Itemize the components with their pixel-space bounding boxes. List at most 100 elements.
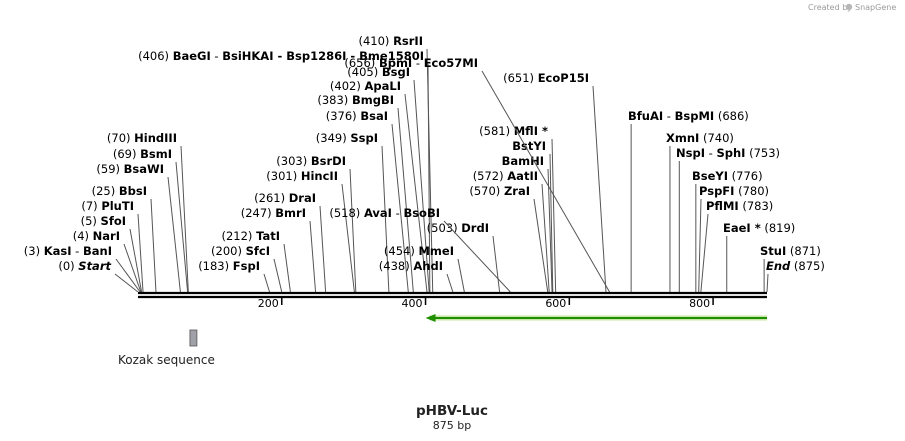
site-pspfi[interactable]: PspFI (780) xyxy=(698,184,769,293)
site-avai[interactable]: (518) AvaI - BsoBI xyxy=(329,206,511,293)
site-baegi[interactable]: (406) BaeGI - BsiHKAI - Bsp1286I - Bme15… xyxy=(138,49,431,293)
site-stem xyxy=(114,273,139,293)
site-stem xyxy=(404,93,428,293)
cds-arrow-feature[interactable] xyxy=(425,314,767,322)
site-hincii[interactable]: (301) HincII xyxy=(266,169,355,293)
site-aatii[interactable]: (572) AatII xyxy=(473,169,550,293)
site-mfli[interactable]: (581) MflI * xyxy=(479,124,557,293)
site-zrai[interactable]: (570) ZraI xyxy=(469,184,549,293)
site-bbsi[interactable]: (25) BbsI xyxy=(92,184,157,293)
axis-tick-label: 200 xyxy=(258,297,279,310)
site-stem xyxy=(397,107,414,293)
site-tati[interactable]: (212) TatI xyxy=(222,229,291,293)
site-stem xyxy=(698,198,702,293)
cds-arrow-head xyxy=(425,314,436,322)
site-ecop15i[interactable]: (651) EcoP15I xyxy=(503,71,607,293)
axis-tick-label: 400 xyxy=(402,297,423,310)
site-end[interactable]: End (875) xyxy=(766,259,825,293)
site-nspi[interactable]: NspI - SphI (753) xyxy=(676,146,780,292)
site-bmgbi[interactable]: (383) BmgBI xyxy=(317,93,414,293)
site-bseyi[interactable]: BseYI (776) xyxy=(692,169,763,292)
site-nari[interactable]: (4) NarI xyxy=(73,229,142,293)
site-label: (183) FspI xyxy=(198,259,260,273)
site-stem xyxy=(137,213,144,293)
site-stem xyxy=(167,176,181,293)
snapgene-watermark: Created by SnapGene xyxy=(808,3,896,12)
site-stem xyxy=(549,153,554,293)
restriction-sites: (0) Start(3) KasI - BanI(4) NarI(5) SfoI… xyxy=(24,34,825,293)
site-bsrdi[interactable]: (303) BsrDI xyxy=(276,154,357,293)
site-label: (212) TatI xyxy=(222,229,281,243)
site-label: (200) SfcI xyxy=(211,244,270,258)
site-label: PspFI (780) xyxy=(699,184,769,198)
site-stem xyxy=(115,258,141,293)
site-label: (383) BmgBI xyxy=(317,93,394,107)
snapgene-logo-icon xyxy=(845,3,853,11)
site-label: BfuAI - BspMI (686) xyxy=(628,109,749,123)
site-drdi[interactable]: (503) DrdI xyxy=(427,221,501,293)
site-sspi[interactable]: (349) SspI xyxy=(316,131,390,293)
site-apali[interactable]: (402) ApaLI xyxy=(330,79,428,293)
site-stem xyxy=(341,183,355,293)
site-stem xyxy=(263,273,271,293)
axis-tick-label: 800 xyxy=(689,297,710,310)
site-label: (402) ApaLI xyxy=(330,79,401,93)
site-bsawi[interactable]: (59) BsaWI xyxy=(96,162,181,293)
site-bsgi[interactable]: (405) BsgI xyxy=(347,65,430,293)
site-bmri[interactable]: (247) BmrI xyxy=(241,206,317,293)
site-label: (59) BsaWI xyxy=(96,162,164,176)
site-label: (438) AhdI xyxy=(379,259,443,273)
site-stem xyxy=(533,198,549,293)
brand-text: SnapGene xyxy=(855,3,896,12)
site-pflmi[interactable]: PflMI (783) xyxy=(700,199,773,293)
site-hindiii[interactable]: (70) HindIII xyxy=(107,131,189,293)
site-label: XmnI (740) xyxy=(666,131,734,145)
kozak-sequence-label: Kozak sequence xyxy=(118,353,215,367)
site-bamhi[interactable]: BamHI xyxy=(502,154,553,293)
site-label: NspI - SphI (753) xyxy=(676,146,780,160)
kozak-sequence-feature[interactable] xyxy=(189,329,198,347)
site-stem xyxy=(547,168,553,293)
site-label: (5) SfoI xyxy=(81,214,126,228)
axis-tick-label: 600 xyxy=(545,297,566,310)
site-stem xyxy=(319,205,327,293)
site-start[interactable]: (0) Start xyxy=(58,259,139,293)
site-drai[interactable]: (261) DraI xyxy=(254,191,327,293)
site-stem xyxy=(541,183,550,293)
site-label: EaeI * (819) xyxy=(723,221,795,235)
site-label: (4) NarI xyxy=(73,229,120,243)
site-stem xyxy=(551,138,557,293)
features: Kozak sequence xyxy=(118,314,767,367)
site-xmni[interactable]: XmnI (740) xyxy=(666,131,734,292)
site-stem xyxy=(129,228,143,293)
site-bfuai[interactable]: BfuAI - BspMI (686) xyxy=(628,109,749,292)
site-rsrii[interactable]: (410) RsrII xyxy=(358,34,434,293)
site-label: (247) BmrI xyxy=(241,206,306,220)
site-stui[interactable]: StuI (871) xyxy=(760,244,821,292)
site-stem xyxy=(492,235,501,293)
site-label: (261) DraI xyxy=(254,191,316,205)
credit-text: Created by xyxy=(808,3,852,12)
site-label: (406) BaeGI - BsiHKAI - Bsp1286I - Bme15… xyxy=(138,49,424,63)
site-ahdi[interactable]: (438) AhdI xyxy=(379,259,454,293)
site-bstyi[interactable]: BstYI xyxy=(512,139,554,293)
site-label: (301) HincII xyxy=(266,169,338,183)
site-bsai[interactable]: (376) BsaI xyxy=(326,109,409,293)
position-axis: 200 400 600 800 xyxy=(258,297,714,310)
site-label: (0) Start xyxy=(58,259,111,273)
site-fspi[interactable]: (183) FspI xyxy=(198,259,271,293)
site-label: (656) BpmI - Eco57MI xyxy=(344,56,478,70)
site-pluti[interactable]: (7) PluTI xyxy=(81,199,144,293)
site-sfci[interactable]: (200) SfcI xyxy=(211,244,283,293)
site-bsmi[interactable]: (69) BsmI xyxy=(113,147,189,293)
site-stem xyxy=(700,213,709,293)
site-mmei[interactable]: (454) MmeI xyxy=(384,244,465,293)
site-bpmi[interactable]: (656) BpmI - Eco57MI xyxy=(344,56,611,293)
site-sfoi[interactable]: (5) SfoI xyxy=(81,214,143,293)
site-kasi[interactable]: (3) KasI - BanI xyxy=(24,244,141,293)
site-stem xyxy=(391,123,409,293)
site-label: (454) MmeI xyxy=(384,244,454,258)
site-stem xyxy=(150,198,157,293)
site-eaei[interactable]: EaeI * (819) xyxy=(723,221,795,292)
